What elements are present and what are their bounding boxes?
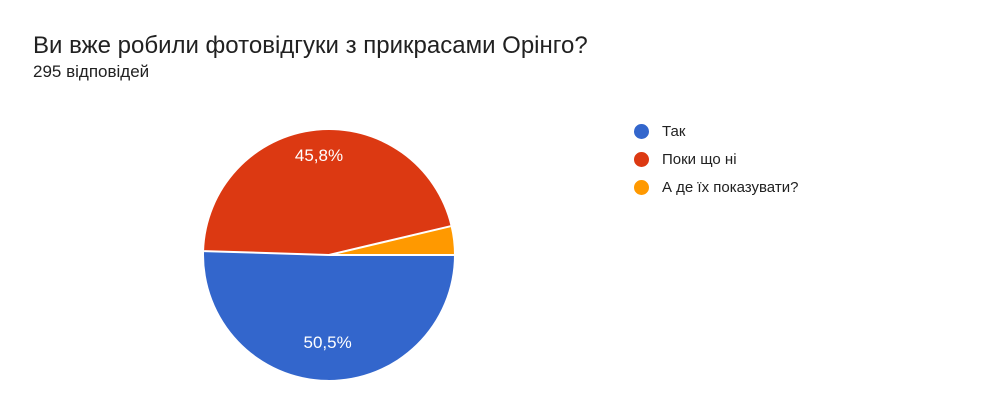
- responses-count: 295 відповідей: [33, 62, 150, 81]
- legend-label-tak: Так: [662, 122, 686, 140]
- legend-item-tak: Так: [634, 117, 798, 145]
- slice-percent-label: 45,8%: [295, 146, 343, 165]
- pie-chart-svg: 50,5% 45,8%: [204, 129, 454, 380]
- slice-separator: [328, 225, 451, 256]
- pie-slice-1[interactable]: [204, 251, 454, 380]
- legend-label-poky-shcho-ni: Поки що ні: [662, 150, 737, 168]
- legend-label-a-de-yikh-pokazuvaty: А де їх показувати?: [662, 178, 799, 196]
- chart-legend: Так Поки що ні А де їх показувати?: [634, 117, 798, 201]
- slice-percent-label: 50,5%: [303, 333, 351, 352]
- legend-item-poky-shcho-ni: Поки що ні: [634, 145, 798, 173]
- legend-dot-red-icon: [634, 151, 649, 167]
- legend-item-a-de-yikh-pokazuvaty: А де їх показувати?: [634, 173, 798, 201]
- slice-separator: [204, 250, 330, 256]
- page-title: Ви вже робили фотовідгуки з прикрасами О…: [33, 32, 588, 59]
- legend-dot-orange-icon: [634, 179, 649, 195]
- legend-dot-blue-icon: [634, 123, 649, 139]
- pie-slice-2[interactable]: [204, 129, 451, 255]
